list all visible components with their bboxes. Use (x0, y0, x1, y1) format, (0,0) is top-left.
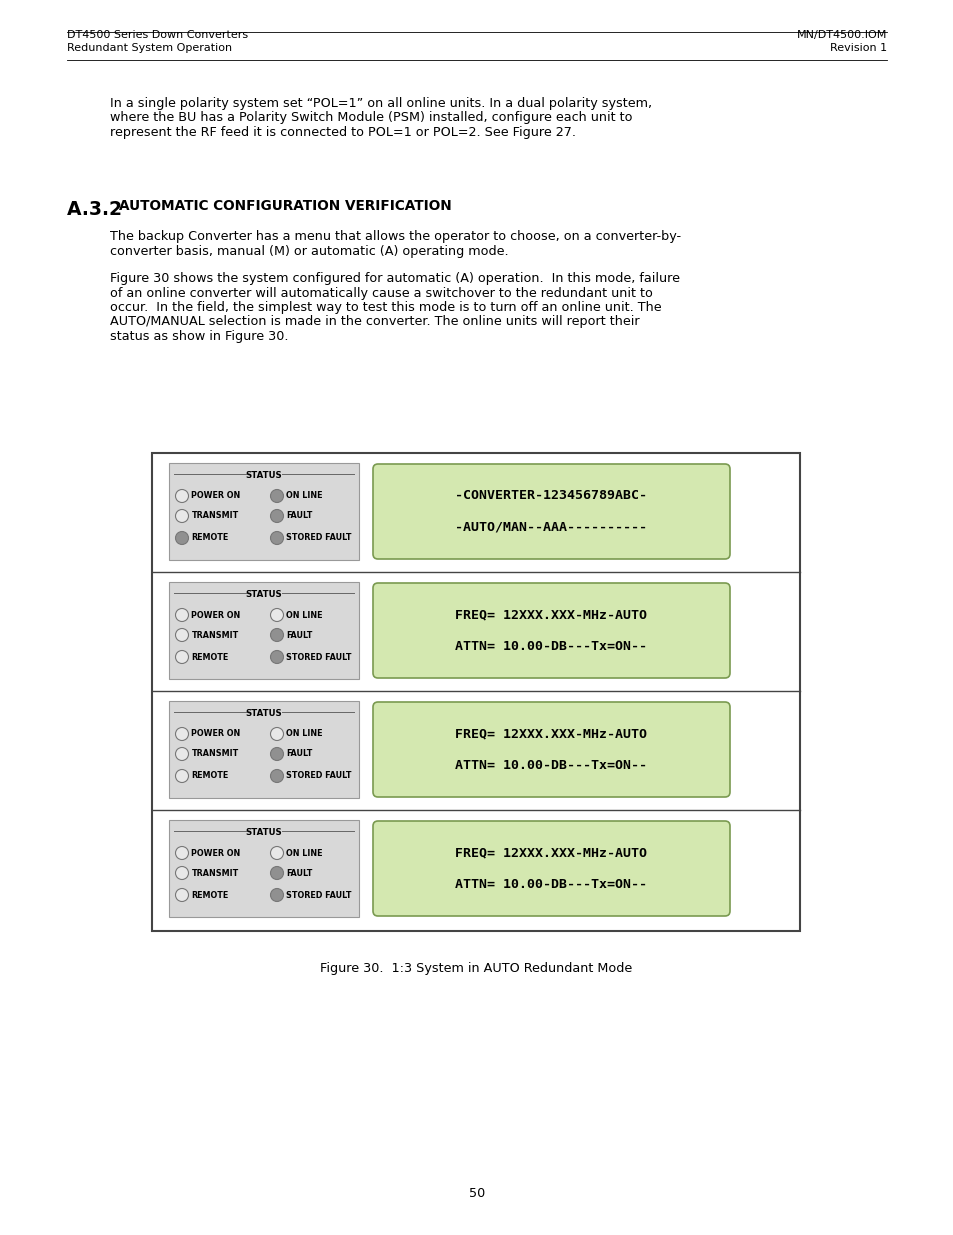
Circle shape (271, 769, 283, 783)
Circle shape (271, 531, 283, 545)
Text: status as show in Figure 30.: status as show in Figure 30. (110, 330, 288, 343)
Circle shape (175, 846, 189, 860)
Circle shape (271, 609, 283, 621)
Text: MN/DT4500.IOM: MN/DT4500.IOM (796, 30, 886, 40)
Text: REMOTE: REMOTE (192, 652, 229, 662)
Text: TRANSMIT: TRANSMIT (192, 631, 238, 640)
Text: In a single polarity system set “POL=1” on all online units. In a dual polarity : In a single polarity system set “POL=1” … (110, 98, 652, 110)
Circle shape (175, 651, 189, 663)
Bar (169, 701, 358, 798)
Circle shape (271, 747, 283, 761)
Circle shape (175, 727, 189, 741)
FancyBboxPatch shape (373, 464, 729, 559)
Text: POWER ON: POWER ON (192, 492, 240, 500)
Text: STORED FAULT: STORED FAULT (286, 534, 352, 542)
Bar (169, 582, 358, 679)
Text: REMOTE: REMOTE (192, 534, 229, 542)
Text: FAULT: FAULT (286, 868, 313, 878)
Text: REMOTE: REMOTE (192, 890, 229, 899)
Text: FREQ= 12XXX.XXX-MHz-AUTO: FREQ= 12XXX.XXX-MHz-AUTO (455, 608, 647, 621)
FancyBboxPatch shape (373, 701, 729, 797)
Text: STATUS: STATUS (245, 827, 282, 837)
Circle shape (175, 888, 189, 902)
Text: where the BU has a Polarity Switch Module (PSM) installed, configure each unit t: where the BU has a Polarity Switch Modul… (110, 111, 632, 125)
Circle shape (271, 727, 283, 741)
Text: Figure 30.  1:3 System in AUTO Redundant Mode: Figure 30. 1:3 System in AUTO Redundant … (319, 962, 632, 974)
Text: FAULT: FAULT (286, 511, 313, 520)
Text: TRANSMIT: TRANSMIT (192, 868, 238, 878)
Text: represent the RF feed it is connected to POL=1 or POL=2. See Figure 27.: represent the RF feed it is connected to… (110, 126, 576, 140)
Text: STORED FAULT: STORED FAULT (286, 890, 352, 899)
Text: TRANSMIT: TRANSMIT (192, 511, 238, 520)
Circle shape (271, 888, 283, 902)
Circle shape (175, 629, 189, 641)
Circle shape (175, 769, 189, 783)
Text: STATUS: STATUS (245, 471, 282, 480)
Text: STORED FAULT: STORED FAULT (286, 652, 352, 662)
Circle shape (271, 510, 283, 522)
Circle shape (175, 531, 189, 545)
Text: Redundant System Operation: Redundant System Operation (67, 43, 232, 53)
Text: ON LINE: ON LINE (286, 610, 323, 620)
Text: 50: 50 (468, 1187, 485, 1200)
Text: -AUTO/MAN--AAA----------: -AUTO/MAN--AAA---------- (455, 521, 647, 534)
Text: FREQ= 12XXX.XXX-MHz-AUTO: FREQ= 12XXX.XXX-MHz-AUTO (455, 846, 647, 860)
Text: FREQ= 12XXX.XXX-MHz-AUTO: FREQ= 12XXX.XXX-MHz-AUTO (455, 727, 647, 740)
Circle shape (271, 846, 283, 860)
Bar (169, 820, 358, 918)
Text: ON LINE: ON LINE (286, 848, 323, 857)
Text: ATTN= 10.00-DB---Tx=ON--: ATTN= 10.00-DB---Tx=ON-- (455, 878, 647, 890)
Text: Revision 1: Revision 1 (829, 43, 886, 53)
Circle shape (271, 651, 283, 663)
Text: DT4500 Series Down Converters: DT4500 Series Down Converters (67, 30, 248, 40)
Text: POWER ON: POWER ON (192, 730, 240, 739)
Circle shape (271, 489, 283, 503)
Text: FAULT: FAULT (286, 750, 313, 758)
Text: A.3.2: A.3.2 (67, 200, 129, 219)
Circle shape (175, 510, 189, 522)
Text: STATUS: STATUS (245, 709, 282, 718)
Text: ATTN= 10.00-DB---Tx=ON--: ATTN= 10.00-DB---Tx=ON-- (455, 758, 647, 772)
Text: -CONVERTER-123456789ABC-: -CONVERTER-123456789ABC- (455, 489, 647, 503)
Circle shape (175, 747, 189, 761)
Text: ATTN= 10.00-DB---Tx=ON--: ATTN= 10.00-DB---Tx=ON-- (455, 640, 647, 653)
Text: POWER ON: POWER ON (192, 848, 240, 857)
Text: occur.  In the field, the simplest way to test this mode is to turn off an onlin: occur. In the field, the simplest way to… (110, 301, 661, 314)
Bar (169, 463, 358, 559)
Circle shape (271, 629, 283, 641)
Circle shape (175, 609, 189, 621)
Text: converter basis, manual (M) or automatic (A) operating mode.: converter basis, manual (M) or automatic… (110, 245, 508, 258)
FancyBboxPatch shape (373, 583, 729, 678)
Circle shape (175, 489, 189, 503)
Bar (152, 453, 800, 931)
Text: AUTOMATIC CONFIGURATION VERIFICATION: AUTOMATIC CONFIGURATION VERIFICATION (119, 199, 452, 212)
Circle shape (271, 867, 283, 879)
Text: REMOTE: REMOTE (192, 772, 229, 781)
Text: ON LINE: ON LINE (286, 492, 323, 500)
Text: AUTO/MANUAL selection is made in the converter. The online units will report the: AUTO/MANUAL selection is made in the con… (110, 315, 639, 329)
Text: FAULT: FAULT (286, 631, 313, 640)
FancyBboxPatch shape (373, 821, 729, 916)
Text: POWER ON: POWER ON (192, 610, 240, 620)
Circle shape (175, 867, 189, 879)
Text: STORED FAULT: STORED FAULT (286, 772, 352, 781)
Text: The backup Converter has a menu that allows the operator to choose, on a convert: The backup Converter has a menu that all… (110, 230, 680, 243)
Text: ON LINE: ON LINE (286, 730, 323, 739)
Text: of an online converter will automatically cause a switchover to the redundant un: of an online converter will automaticall… (110, 287, 652, 300)
Text: STATUS: STATUS (245, 590, 282, 599)
Text: TRANSMIT: TRANSMIT (192, 750, 238, 758)
Text: Figure 30 shows the system configured for automatic (A) operation.  In this mode: Figure 30 shows the system configured fo… (110, 272, 679, 285)
